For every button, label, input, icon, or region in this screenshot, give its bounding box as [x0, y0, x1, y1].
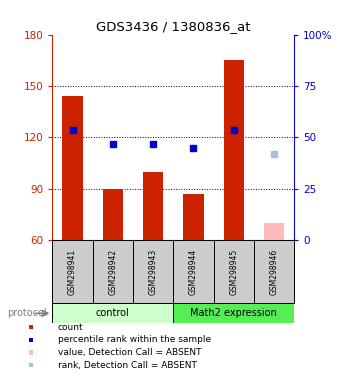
Text: rank, Detection Call = ABSENT: rank, Detection Call = ABSENT	[58, 361, 197, 370]
Text: value, Detection Call = ABSENT: value, Detection Call = ABSENT	[58, 348, 201, 357]
FancyBboxPatch shape	[93, 240, 133, 303]
Text: GSM298942: GSM298942	[108, 248, 117, 295]
Bar	[173, 303, 294, 323]
Bar	[52, 303, 173, 323]
Text: GSM298941: GSM298941	[68, 248, 77, 295]
Text: GSM298946: GSM298946	[270, 248, 279, 295]
Text: percentile rank within the sample: percentile rank within the sample	[58, 335, 211, 344]
Text: control: control	[96, 308, 130, 318]
FancyBboxPatch shape	[52, 240, 93, 303]
Text: Math2 expression: Math2 expression	[190, 308, 277, 318]
Bar	[62, 96, 83, 240]
FancyBboxPatch shape	[133, 240, 173, 303]
Bar	[264, 223, 284, 240]
Bar	[183, 194, 204, 240]
Bar	[103, 189, 123, 240]
Bar	[224, 60, 244, 240]
Text: GSM298945: GSM298945	[229, 248, 238, 295]
Text: count: count	[58, 323, 83, 332]
Text: GSM298944: GSM298944	[189, 248, 198, 295]
Bar	[143, 172, 163, 240]
FancyBboxPatch shape	[173, 240, 214, 303]
Text: GSM298943: GSM298943	[149, 248, 158, 295]
Title: GDS3436 / 1380836_at: GDS3436 / 1380836_at	[96, 20, 251, 33]
FancyBboxPatch shape	[254, 240, 294, 303]
FancyBboxPatch shape	[214, 240, 254, 303]
Text: protocol: protocol	[7, 308, 47, 318]
